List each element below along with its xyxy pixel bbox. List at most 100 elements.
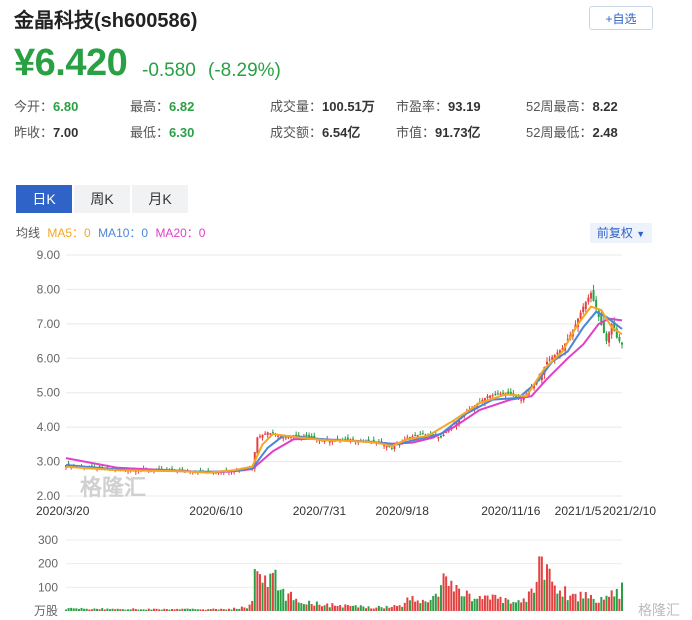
volume-bar bbox=[566, 600, 569, 611]
volume-bar bbox=[313, 605, 316, 611]
stat-label: 最高： bbox=[130, 99, 170, 114]
volume-bar bbox=[269, 573, 272, 611]
volume-bar bbox=[432, 595, 435, 611]
add-to-watchlist-button[interactable]: +自选 bbox=[589, 6, 653, 30]
stat-value: 91.73亿 bbox=[435, 125, 481, 140]
candle bbox=[621, 342, 623, 345]
volume-bar bbox=[582, 598, 585, 611]
tab-day[interactable]: 日K bbox=[16, 185, 72, 213]
tab-month[interactable]: 月K bbox=[132, 185, 188, 213]
volume-bar bbox=[119, 609, 122, 611]
candle bbox=[496, 393, 499, 395]
candle bbox=[346, 437, 349, 440]
volume-bar bbox=[305, 604, 308, 611]
volume-bar bbox=[494, 594, 497, 611]
volume-bar bbox=[468, 593, 471, 611]
volume-bar bbox=[287, 593, 290, 611]
candle bbox=[602, 321, 605, 334]
volume-bar bbox=[357, 607, 360, 611]
volume-bar bbox=[530, 588, 533, 611]
volume-bar bbox=[336, 605, 339, 611]
volume-bar bbox=[390, 606, 393, 611]
candle bbox=[514, 396, 517, 398]
volume-bar bbox=[352, 605, 355, 611]
volume-bar bbox=[520, 602, 523, 611]
volume-bar bbox=[564, 586, 567, 611]
volume-bar bbox=[380, 607, 383, 611]
volume-bar bbox=[134, 609, 137, 611]
volume-bar bbox=[460, 596, 463, 611]
stat-label: 昨收： bbox=[14, 125, 54, 140]
volume-bar bbox=[132, 608, 135, 611]
volume-bar bbox=[502, 602, 505, 611]
candle bbox=[445, 431, 448, 433]
volume-bar bbox=[181, 608, 184, 611]
x-tick-label: 2020/11/16 bbox=[481, 504, 540, 518]
volume-bar bbox=[230, 609, 233, 611]
volume-bar bbox=[209, 609, 212, 611]
volume-bar bbox=[121, 609, 124, 611]
volume-bar bbox=[408, 600, 411, 611]
volume-bar bbox=[103, 609, 106, 611]
volume-bar bbox=[447, 585, 450, 611]
price-change: -0.580 bbox=[142, 60, 196, 81]
volume-bar bbox=[300, 603, 303, 611]
volume-bar bbox=[463, 596, 466, 611]
volume-bar bbox=[222, 609, 225, 611]
volume-bar bbox=[548, 568, 551, 611]
watermark: 格隆汇 bbox=[638, 602, 680, 618]
candle bbox=[491, 395, 494, 397]
candle bbox=[328, 440, 331, 443]
volume-bar bbox=[106, 608, 109, 611]
y-tick-label: 8.00 bbox=[37, 282, 61, 296]
y-tick-label: 9.00 bbox=[37, 248, 61, 262]
volume-bar bbox=[328, 607, 331, 611]
candle bbox=[385, 446, 388, 448]
volume-bar bbox=[452, 591, 455, 611]
volume-bar bbox=[618, 598, 621, 611]
adjust-label: 前复权 bbox=[596, 226, 633, 240]
volume-bar bbox=[507, 599, 510, 611]
volume-bar bbox=[587, 598, 590, 611]
candle bbox=[548, 359, 551, 361]
ma10-line bbox=[65, 310, 623, 473]
stock-title: 金晶科技(sh600586) bbox=[14, 10, 198, 32]
volume-bar bbox=[388, 607, 391, 611]
y-tick-label: 3.00 bbox=[37, 455, 61, 469]
stat-item: 成交量：100.51万 bbox=[270, 96, 375, 115]
volume-bar bbox=[266, 587, 269, 611]
candle bbox=[553, 354, 556, 360]
volume-bar bbox=[302, 604, 305, 611]
candle bbox=[372, 439, 375, 443]
volume-bar bbox=[67, 608, 70, 611]
y-tick-label: 7.00 bbox=[37, 317, 61, 331]
candle bbox=[308, 435, 311, 438]
volume-bar bbox=[346, 605, 349, 611]
volume-bar bbox=[574, 593, 577, 611]
candle bbox=[295, 434, 298, 437]
volume-bar bbox=[111, 608, 114, 611]
volume-bar bbox=[414, 601, 417, 611]
volume-bar bbox=[439, 585, 442, 611]
chevron-down-icon: ▼ bbox=[636, 229, 646, 239]
x-tick-label: 2020/7/31 bbox=[293, 504, 347, 518]
volume-bar bbox=[289, 591, 292, 611]
volume-bar bbox=[85, 608, 88, 611]
volume-bar bbox=[96, 608, 99, 611]
volume-bar bbox=[605, 595, 608, 611]
stat-item: 成交额：6.54亿 bbox=[270, 122, 360, 141]
candle bbox=[284, 437, 287, 439]
ma5-label: MA5：0 bbox=[47, 226, 91, 240]
candle bbox=[352, 438, 355, 440]
watermark: 格隆汇 bbox=[80, 475, 146, 500]
volume-bar bbox=[478, 596, 481, 611]
candle bbox=[551, 357, 554, 360]
volume-bar bbox=[129, 609, 132, 611]
volume-bar bbox=[367, 606, 370, 611]
volume-bar bbox=[481, 599, 484, 611]
candle bbox=[181, 469, 184, 471]
volume-bar bbox=[429, 599, 432, 611]
tab-week[interactable]: 周K bbox=[74, 185, 130, 213]
volume-bar bbox=[207, 609, 210, 611]
adjust-dropdown[interactable]: 前复权 ▼ bbox=[590, 223, 652, 243]
